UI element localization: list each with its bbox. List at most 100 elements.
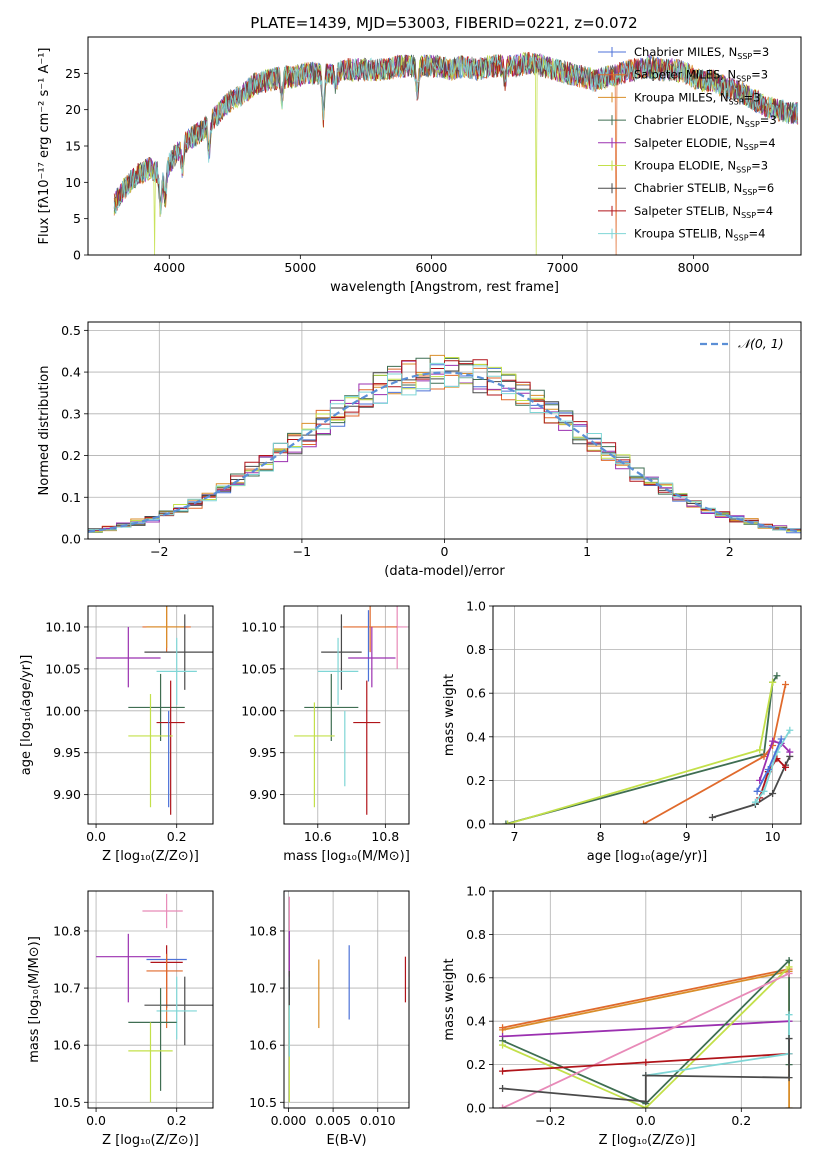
y-tick-label: 0.5 — [61, 323, 81, 338]
mass-weight-marker — [785, 1074, 793, 1082]
legend-label-sub: SSP — [729, 97, 744, 106]
legend-label-sub: SSP — [741, 211, 756, 220]
legend-label-sub: SSP — [742, 188, 757, 197]
legend-label-base: Chabrier ELODIE, N — [634, 113, 745, 127]
y-tick-label: 0.2 — [466, 1057, 486, 1072]
legend-label-tail: =4 — [756, 204, 773, 218]
y-tick-label: 0.0 — [466, 817, 486, 832]
plot-area — [502, 672, 794, 824]
x-axis-label: Z [log₁₀(Z/Z⊙)] — [102, 849, 199, 864]
y-tick-label: 10.00 — [45, 703, 81, 718]
z-weight-panel: −0.2 0.0 0.2 0.0 0.2 0.4 0.6 0.8 1.0 Z [log₁₀(Z/Z… — [442, 884, 802, 1148]
y-tick-label: 0.8 — [466, 927, 486, 942]
axes-frame — [283, 890, 410, 1109]
mass-weight-marker — [785, 1011, 793, 1019]
y-tick-label: 0.3 — [61, 406, 81, 421]
legend-label-base: Kroupa STELIB, N — [634, 227, 734, 241]
mass-weight-marker — [499, 1067, 507, 1075]
mass-weight-marker — [785, 969, 793, 977]
y-tick-label: 0.2 — [61, 448, 81, 463]
x-tick-label: 10.8 — [371, 829, 399, 844]
mass-weight-line — [643, 684, 787, 824]
y-tick-label: 10.5 — [249, 1095, 277, 1110]
chart-title: PLATE=1439, MJD=53003, FIBERID=0221, z=0… — [250, 14, 637, 32]
legend-label-base: Salpeter ELODIE, N — [634, 136, 744, 150]
x-tick-label: 5000 — [284, 260, 316, 275]
x-tick-label: 10.6 — [304, 829, 332, 844]
mass-weight-marker — [756, 746, 764, 754]
x-tick-label: 0.005 — [315, 1113, 351, 1128]
z-age-panel: 0.0 0.2 9.90 9.95 10.00 10.05 10.10 Z [log₁₀(Z/… — [19, 605, 214, 864]
y-tick-label: 10.7 — [53, 981, 81, 996]
legend-label-base: Chabrier MILES, N — [634, 45, 737, 59]
mass-weight-marker — [786, 748, 794, 756]
y-tick-label: 0.4 — [466, 729, 486, 744]
legend-label: Kroupa MILES, NSSP=3 — [634, 90, 760, 106]
y-tick-label: 20 — [65, 102, 81, 117]
x-tick-label: 2 — [726, 544, 734, 559]
legend-label-sub: SSP — [736, 75, 751, 84]
legend-label-tail: =3 — [751, 68, 768, 82]
legend-label-base: Salpeter STELIB, N — [634, 204, 741, 218]
y-tick-label: 10.05 — [45, 661, 81, 676]
mass-weight-marker — [753, 787, 761, 795]
x-tick-label: 4000 — [153, 260, 185, 275]
x-tick-label: 8000 — [678, 260, 710, 275]
x-tick-label: −2 — [150, 544, 168, 559]
x-tick-label: −1 — [293, 544, 311, 559]
mass-weight-marker — [642, 1104, 650, 1108]
legend-label: Chabrier ELODIE, NSSP=3 — [634, 113, 777, 129]
y-tick-label: 1.0 — [466, 884, 486, 899]
y-tick-label: 10.05 — [241, 661, 277, 676]
x-tick-label: 0.0 — [86, 1113, 106, 1128]
y-tick-label: 10.6 — [53, 1038, 81, 1053]
y-tick-label: 0.0 — [61, 532, 81, 547]
legend-label: Kroupa STELIB, NSSP=4 — [634, 227, 765, 243]
y-tick-label: 0.6 — [466, 686, 486, 701]
axes-frame — [283, 605, 410, 825]
mass-weight-marker — [782, 680, 790, 688]
x-tick-label: 1 — [583, 544, 591, 559]
spectrum-panel: 4000 5000 6000 7000 8000 0 5 10 15 20 25 wavelength… — [37, 36, 802, 295]
axes-frame — [492, 605, 802, 825]
y-tick-label: 9.95 — [249, 745, 277, 760]
legend-label-sub: SSP — [745, 120, 760, 129]
normal-curve — [88, 371, 801, 533]
mass-weight-line — [505, 675, 778, 824]
legend-label-base: Chabrier STELIB, N — [634, 181, 742, 195]
legend-label: Salpeter ELODIE, NSSP=4 — [634, 136, 776, 152]
mass-weight-line — [754, 729, 791, 803]
x-tick-label: −0.2 — [535, 1113, 565, 1128]
y-tick-label: 10.8 — [249, 923, 277, 938]
legend-label: Salpeter STELIB, NSSP=4 — [634, 204, 773, 220]
y-tick-label: 15 — [65, 139, 81, 154]
legend-label: Chabrier MILES, NSSP=3 — [634, 45, 769, 61]
legend-label-tail: =3 — [752, 45, 769, 59]
y-tick-label: 9.95 — [53, 745, 81, 760]
mass-weight-line — [645, 1014, 790, 1077]
mass-weight-marker — [640, 820, 648, 824]
x-axis-label: age [log₁₀(age/yr)] — [587, 849, 708, 864]
y-tick-label: 10.00 — [241, 703, 277, 718]
legend-label-tail: =6 — [757, 181, 774, 195]
legend-label-base: Salpeter MILES, N — [634, 68, 736, 82]
x-tick-label: 0 — [441, 544, 449, 559]
ebv-mass-panel: 0.000 0.005 0.010 10.5 10.6 10.7 10.8 E(B-V) — [249, 890, 410, 1148]
mass-weight-line — [758, 740, 791, 781]
x-tick-label: 10 — [765, 829, 781, 844]
legend-label-tail: =3 — [760, 113, 777, 127]
x-tick-label: 9 — [683, 829, 691, 844]
mass-weight-marker — [769, 737, 777, 745]
x-tick-label: 8 — [597, 829, 605, 844]
mass-weight-marker — [782, 763, 790, 771]
x-tick-label: 0.2 — [167, 829, 187, 844]
z-mass-panel: 0.0 0.2 10.5 10.6 10.7 10.8 Z [log₁₀(Z/Z⊙)] mas… — [27, 890, 214, 1148]
x-axis-label: E(B-V) — [326, 1133, 366, 1148]
age-weight-panel: 7 8 9 10 0.0 0.2 0.4 0.6 0.8 1.0 age [log₁₀(age/yr… — [442, 599, 802, 864]
y-axis-label: mass [log₁₀(M/M⊙)] — [27, 936, 42, 1063]
y-tick-label: 0.8 — [466, 642, 486, 657]
legend-label-sub: SSP — [734, 234, 749, 243]
legend-label-base: Kroupa MILES, N — [634, 90, 729, 104]
y-tick-label: 0.4 — [466, 1014, 486, 1029]
normal-legend-label: 𝒩(0, 1) — [738, 336, 784, 351]
